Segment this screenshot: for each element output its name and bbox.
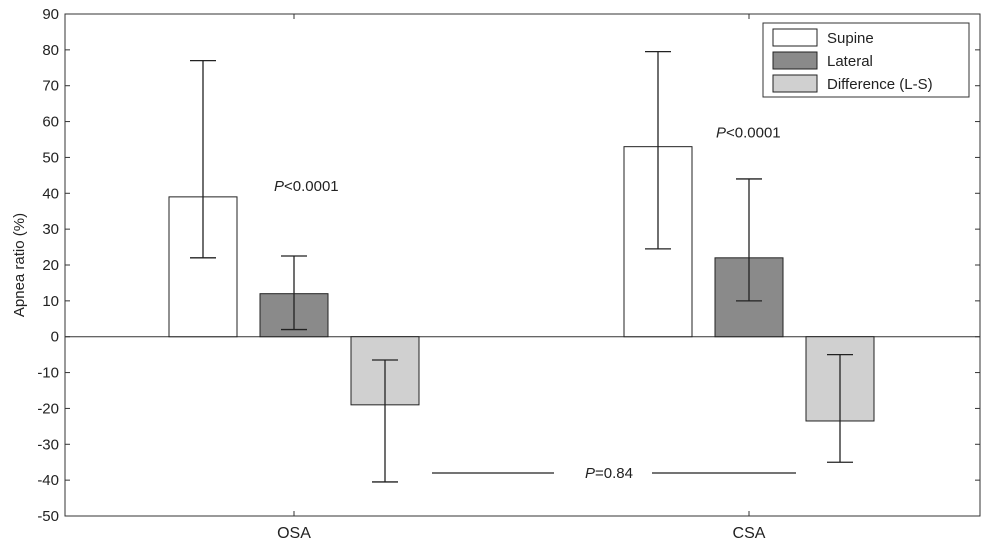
y-tick-label: 80: [42, 42, 59, 59]
legend: Supine Lateral Difference (L-S): [762, 22, 970, 98]
p-value-annotation: P<0.0001: [274, 178, 339, 195]
y-tick-label: -10: [37, 365, 59, 382]
legend-swatch: [772, 74, 818, 93]
y-tick-label: 70: [42, 78, 59, 95]
y-tick-label: 20: [42, 257, 59, 274]
legend-label: Difference (L-S): [827, 76, 933, 93]
p-value-annotation: P<0.0001: [716, 124, 781, 141]
y-tick-label: 50: [42, 149, 59, 166]
y-ticks: -50 -40 -30 -20 -10 0 10 20 30 40 50 60 70 80 90: [37, 6, 980, 525]
legend-swatch: [772, 51, 818, 70]
bars: OSA CSA: [168, 14, 875, 542]
y-tick-label: 0: [51, 329, 59, 346]
y-tick-label: -50: [37, 508, 59, 525]
legend-label: Supine: [827, 30, 874, 47]
y-tick-label: -20: [37, 400, 59, 417]
y-tick-label: -30: [37, 436, 59, 453]
x-category-label: CSA: [733, 525, 766, 542]
y-axis-label: Apnea ratio (%): [11, 213, 28, 317]
legend-swatch: [772, 28, 818, 47]
y-tick-label: 90: [42, 6, 59, 23]
p-value-annotation: P=0.84: [585, 465, 633, 482]
legend-label: Lateral: [827, 53, 873, 70]
x-category-label: OSA: [277, 525, 311, 542]
y-tick-label: 40: [42, 185, 59, 202]
y-tick-label: 10: [42, 293, 59, 310]
y-tick-label: 60: [42, 114, 59, 131]
y-tick-label: 30: [42, 221, 59, 238]
annotations: P<0.0001 P<0.0001 P=0.84: [274, 124, 796, 482]
y-tick-label: -40: [37, 472, 59, 489]
